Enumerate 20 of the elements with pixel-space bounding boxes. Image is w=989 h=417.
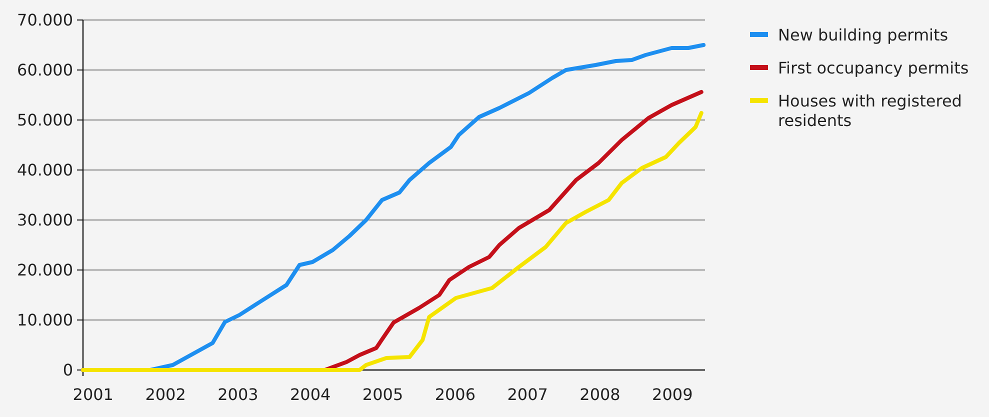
- x-tick-label: 2003: [218, 385, 258, 404]
- y-tick-label: 50.000: [17, 110, 73, 130]
- legend-label: New building permits: [778, 26, 948, 45]
- x-tick-label: 2002: [145, 385, 186, 404]
- x-tick-label: 2009: [652, 385, 693, 404]
- x-tick-label: 2008: [580, 385, 620, 404]
- x-tick-label: 2006: [434, 385, 476, 404]
- y-tick-label: 30.000: [17, 210, 73, 230]
- x-tick-label: 2004: [290, 385, 331, 404]
- legend-label: First occupancy permits: [778, 58, 969, 78]
- y-tick-label: 40.000: [17, 160, 73, 180]
- x-tick-label: 2001: [72, 385, 114, 404]
- y-tick-label: 20.000: [17, 260, 73, 280]
- y-tick-label: 70.000: [17, 10, 73, 30]
- y-tick-label: 60.000: [17, 60, 73, 80]
- y-tick-label: 0: [62, 360, 73, 380]
- legend-label: Houses with registered residents: [778, 92, 962, 130]
- y-tick-label: 10.000: [17, 310, 73, 330]
- x-tick-label: 2007: [507, 385, 548, 404]
- x-tick-label: 2005: [362, 385, 404, 404]
